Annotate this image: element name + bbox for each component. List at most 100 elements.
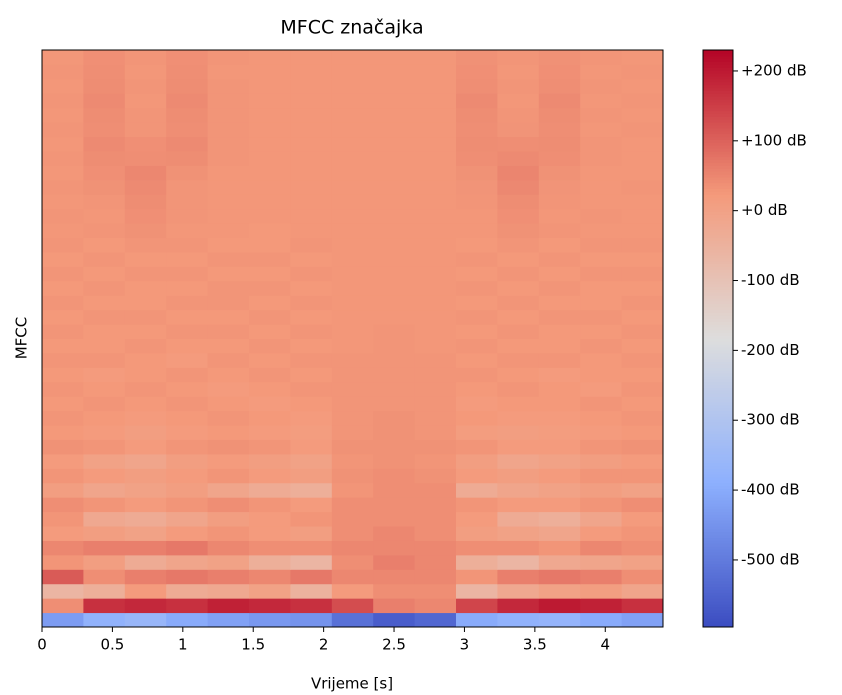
heatmap-cell [42, 50, 84, 65]
colorbar-segment [703, 263, 733, 267]
colorbar-segment [703, 260, 733, 264]
colorbar-segment [703, 554, 733, 559]
heatmap-cell [497, 150, 540, 166]
colorbar-segment [703, 528, 733, 533]
heatmap-cell [373, 468, 416, 484]
colorbar-segment [703, 99, 733, 103]
heatmap-cell [290, 367, 333, 383]
x-tick-label: 1.5 [241, 636, 265, 654]
heatmap-cell [456, 309, 498, 325]
colorbar-segment [703, 280, 733, 285]
heatmap-cell [166, 569, 209, 585]
heatmap-cell [124, 540, 167, 556]
heatmap-cell [456, 352, 498, 368]
colorbar-segment [703, 566, 733, 570]
heatmap-cell [83, 136, 126, 152]
heatmap-cell [166, 295, 209, 311]
heatmap-cell [538, 540, 581, 556]
heatmap-cell [290, 482, 333, 498]
heatmap-cell [207, 554, 250, 570]
heatmap-cell [580, 136, 623, 152]
heatmap-cell [207, 526, 250, 541]
heatmap-cell [249, 612, 291, 628]
colorbar-segment [703, 159, 733, 164]
heatmap-cell [414, 295, 457, 311]
colorbar-segment [703, 96, 733, 100]
heatmap-cell [414, 237, 457, 253]
heatmap-cell [207, 295, 250, 311]
heatmap-cell [290, 468, 333, 484]
heatmap-cell [497, 381, 540, 397]
heatmap-cell [456, 425, 498, 440]
colorbar-segment [703, 228, 733, 233]
colorbar-segment [703, 451, 733, 455]
heatmap-cell [124, 367, 167, 383]
colorbar-segment [703, 488, 733, 492]
heatmap-cell [373, 208, 416, 224]
heatmap-cell [456, 280, 498, 296]
heatmap-cell [621, 396, 664, 412]
heatmap-cell [249, 554, 291, 570]
heatmap-cell [456, 526, 498, 541]
x-tick-label: 0 [37, 636, 47, 654]
heatmap-cell [538, 223, 581, 239]
heatmap-cell [580, 309, 623, 325]
heatmap-cell [42, 482, 84, 498]
heatmap-cell [290, 136, 333, 152]
heatmap-cell [290, 410, 333, 426]
colorbar-segment [703, 471, 733, 475]
colorbar-segment [703, 194, 733, 198]
heatmap-cell [414, 208, 457, 224]
heatmap-cell [83, 439, 126, 455]
heatmap-cell [331, 50, 374, 65]
heatmap-cell [497, 612, 540, 628]
heatmap-cell [124, 468, 167, 484]
heatmap-cell [249, 410, 291, 426]
heatmap-cell [373, 194, 416, 210]
heatmap-cell [621, 194, 664, 210]
heatmap-cell [456, 482, 498, 498]
heatmap-cell [124, 50, 167, 65]
heatmap-cell [207, 612, 250, 628]
heatmap-cell [331, 165, 374, 181]
heatmap-cell [166, 453, 209, 469]
heatmap-cell [497, 526, 540, 541]
heatmap-cell [580, 280, 623, 296]
heatmap-cell [207, 179, 250, 195]
heatmap-cell [580, 251, 623, 267]
heatmap-cell [331, 425, 374, 440]
heatmap-cell [207, 410, 250, 426]
heatmap-cell [414, 194, 457, 210]
colorbar-segment [703, 442, 733, 446]
heatmap-cell [83, 165, 126, 181]
heatmap-cell [331, 352, 374, 368]
heatmap-cell [249, 136, 291, 152]
colorbar-segment [703, 390, 733, 394]
heatmap-cell [42, 554, 84, 570]
colorbar-segment [703, 168, 733, 172]
heatmap-cell [290, 324, 333, 339]
heatmap-cell [124, 569, 167, 585]
heatmap-cell [456, 50, 498, 65]
heatmap-cell [166, 526, 209, 541]
heatmap-cell [580, 526, 623, 541]
colorbar-segment [703, 75, 733, 80]
heatmap-cell [290, 526, 333, 541]
heatmap-cell [290, 237, 333, 253]
colorbar-segment [703, 104, 733, 109]
heatmap-cell [42, 468, 84, 484]
colorbar-segment [703, 67, 733, 71]
heatmap-cell [456, 266, 498, 282]
heatmap-cell [497, 367, 540, 383]
heatmap-cell [249, 251, 291, 267]
heatmap-cell [249, 122, 291, 138]
heatmap-cell [166, 352, 209, 368]
heatmap-cell [497, 309, 540, 325]
heatmap-cell [83, 50, 126, 65]
heatmap-cell [42, 439, 84, 455]
heatmap-cell [42, 107, 84, 123]
heatmap-cell [83, 453, 126, 469]
colorbar-segment [703, 378, 733, 383]
colorbar-segment [703, 410, 733, 415]
colorbar-segment [703, 110, 733, 114]
